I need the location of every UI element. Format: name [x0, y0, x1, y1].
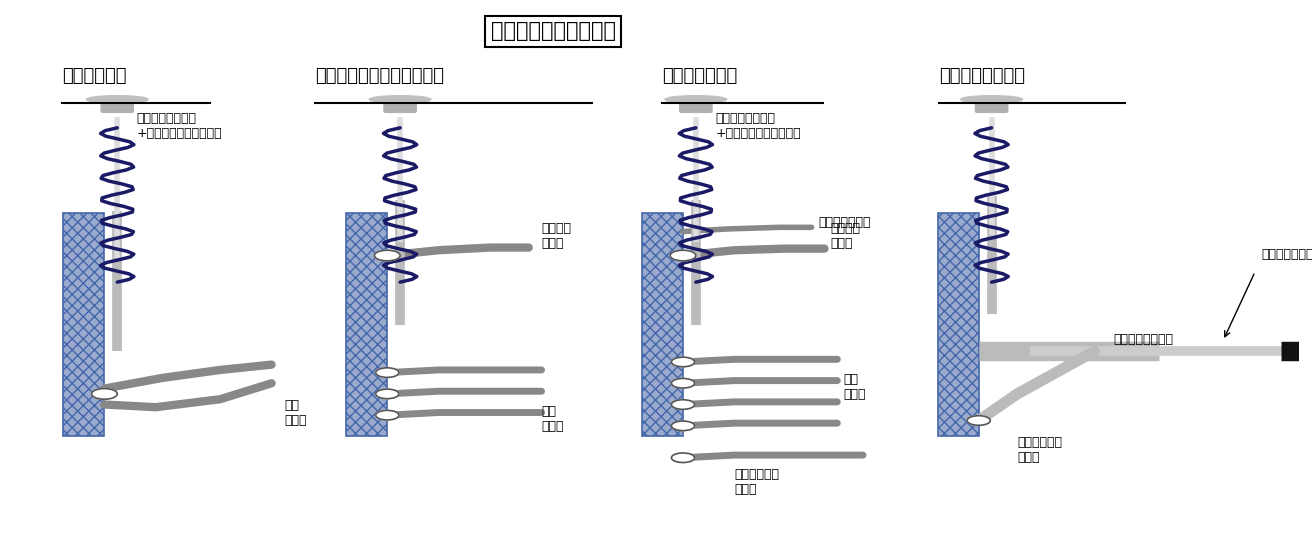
Text: ロア
アーム: ロア アーム: [285, 399, 307, 427]
Circle shape: [374, 250, 400, 261]
Circle shape: [375, 368, 399, 377]
Circle shape: [375, 411, 399, 420]
Circle shape: [672, 453, 694, 463]
Circle shape: [375, 389, 399, 399]
Circle shape: [967, 416, 991, 425]
Text: ダブルウィッシュボーン式: ダブルウィッシュボーン式: [315, 67, 445, 85]
Bar: [642, 213, 684, 437]
Text: ロア
アーム: ロア アーム: [844, 372, 866, 401]
Text: アッパー
アーム: アッパー アーム: [830, 222, 861, 250]
Text: トレーリング
アーム: トレーリング アーム: [1017, 437, 1063, 464]
FancyBboxPatch shape: [384, 98, 416, 112]
Ellipse shape: [665, 96, 727, 103]
Bar: [63, 213, 105, 437]
FancyBboxPatch shape: [975, 98, 1008, 112]
Text: サスペンションの種類: サスペンションの種類: [491, 21, 615, 41]
Ellipse shape: [369, 96, 432, 103]
Ellipse shape: [960, 96, 1022, 103]
Ellipse shape: [87, 96, 148, 103]
Text: コイルスプリング
+ショックアブソーバー: コイルスプリング +ショックアブソーバー: [715, 112, 800, 140]
Text: ストラット式: ストラット式: [62, 67, 126, 85]
Bar: [346, 213, 387, 437]
Circle shape: [672, 400, 694, 409]
Bar: [938, 213, 979, 437]
Text: アッパー
アーム: アッパー アーム: [542, 222, 572, 250]
Text: トーションビーム: トーションビーム: [939, 67, 1025, 85]
Text: トーションバー: トーションバー: [1262, 248, 1312, 261]
Circle shape: [672, 357, 694, 367]
Circle shape: [672, 421, 694, 431]
Text: トーションビーム: トーションビーム: [1114, 333, 1174, 346]
Text: ロア
アーム: ロア アーム: [542, 405, 564, 433]
Text: アシストリンク: アシストリンク: [817, 216, 870, 229]
Bar: [346, 213, 387, 437]
Bar: [642, 213, 684, 437]
Text: トレーリング
アーム: トレーリング アーム: [735, 469, 779, 496]
FancyBboxPatch shape: [680, 98, 712, 112]
Text: マルチリンク式: マルチリンク式: [663, 67, 737, 85]
Bar: [63, 213, 105, 437]
Text: コイルスプリング
+ショックアブソーバー: コイルスプリング +ショックアブソーバー: [136, 112, 222, 140]
Bar: [938, 213, 979, 437]
Circle shape: [672, 378, 694, 388]
Circle shape: [670, 250, 695, 261]
FancyBboxPatch shape: [101, 98, 134, 112]
Circle shape: [92, 389, 117, 399]
